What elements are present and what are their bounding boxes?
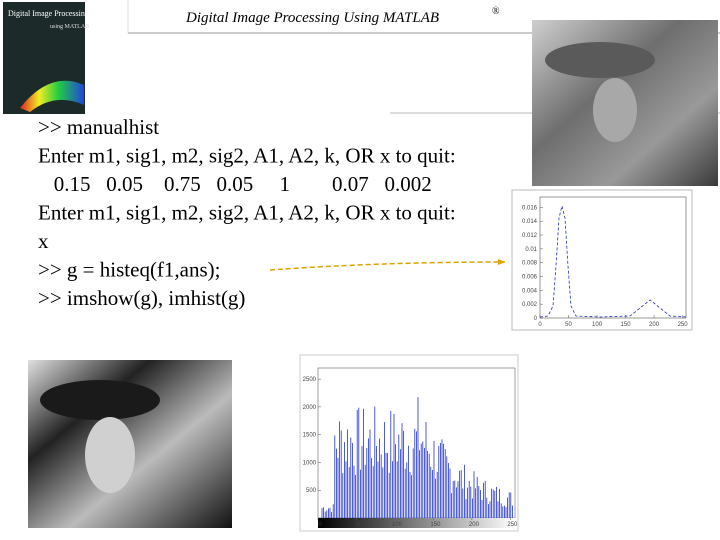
y-tick-label: 500 — [306, 488, 317, 494]
x-tick-label: 0 — [538, 322, 542, 328]
image-face — [593, 78, 637, 142]
cover-title: Digital Image Processing — [8, 9, 89, 18]
cover-art — [20, 80, 84, 112]
y-tick-label: 1000 — [303, 460, 317, 466]
image-hat — [545, 42, 655, 78]
y-tick-label: 0.01 — [525, 247, 537, 253]
transfer-curve — [539, 205, 687, 318]
arrow-head — [498, 259, 505, 265]
console-line: 0.15 0.05 0.75 0.05 1 0.07 0.002 — [38, 172, 432, 196]
console-line: Enter m1, sig1, m2, sig2, A1, A2, k, OR … — [38, 144, 456, 168]
x-tick-label: 250 — [507, 522, 518, 528]
histogram-bars — [321, 397, 513, 518]
y-tick-label: 0.012 — [522, 233, 538, 239]
x-tick-label: 0 — [318, 522, 322, 528]
y-tick-label: 0.002 — [522, 302, 538, 308]
x-tick-label: 100 — [392, 522, 403, 528]
histogram-ticks: 500 1000 1500 2000 2500 0 50 100 150 200 250 — [303, 377, 518, 528]
y-tick-label: 0.008 — [522, 261, 538, 267]
image-hat — [40, 380, 160, 420]
y-tick-label: 0.016 — [522, 205, 538, 211]
header-title: Digital Image Processing Using MATLAB — [185, 10, 439, 26]
x-tick-label: 100 — [592, 322, 603, 328]
console-line: >> manualhist — [38, 115, 159, 139]
x-tick-label: 150 — [621, 322, 632, 328]
console: >> manualhist Enter m1, sig1, m2, sig2, A… — [38, 115, 456, 310]
y-tick-label: 0.006 — [522, 275, 538, 281]
y-tick-label: 0 — [534, 316, 538, 322]
console-line: >> g = histeq(f1,ans); — [38, 258, 221, 282]
arrow — [269, 261, 506, 271]
y-tick-label: 2500 — [303, 377, 317, 383]
plot-ticks: 0 0.002 0.004 0.006 0.008 0.01 0.012 0.014 0.016… — [522, 205, 688, 328]
console-line: >> imshow(g), imhist(g) — [38, 286, 245, 310]
x-tick-label: 50 — [565, 322, 572, 328]
plot-axes — [539, 196, 687, 319]
header-mark: ® — [492, 6, 500, 17]
console-line: Enter m1, sig1, m2, sig2, A1, A2, k, OR … — [38, 201, 456, 225]
y-tick-label: 2000 — [303, 405, 317, 411]
x-tick-label: 250 — [678, 322, 689, 328]
y-tick-label: 0.014 — [522, 219, 538, 225]
x-tick-label: 200 — [649, 322, 660, 328]
image-face — [85, 417, 135, 493]
y-tick-label: 0.004 — [522, 288, 538, 294]
colorbar — [318, 518, 515, 528]
cover-subtitle: using MATLAB — [50, 24, 89, 30]
console-line: x — [38, 229, 49, 253]
x-tick-label: 50 — [355, 522, 362, 528]
x-tick-label: 150 — [430, 522, 441, 528]
x-tick-label: 200 — [469, 522, 480, 528]
y-tick-label: 1500 — [303, 433, 317, 439]
